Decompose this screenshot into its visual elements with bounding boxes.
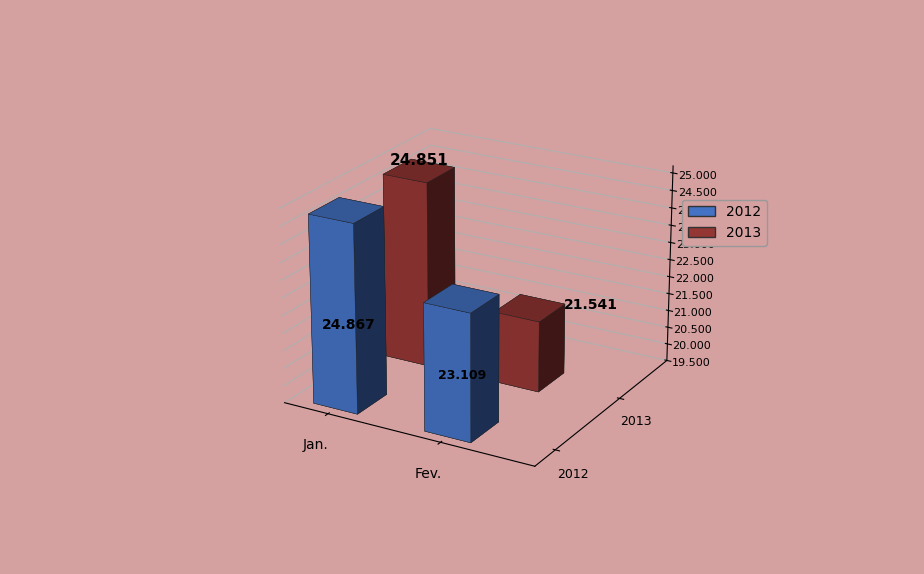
Legend: 2012, 2013: 2012, 2013 [682,200,767,246]
